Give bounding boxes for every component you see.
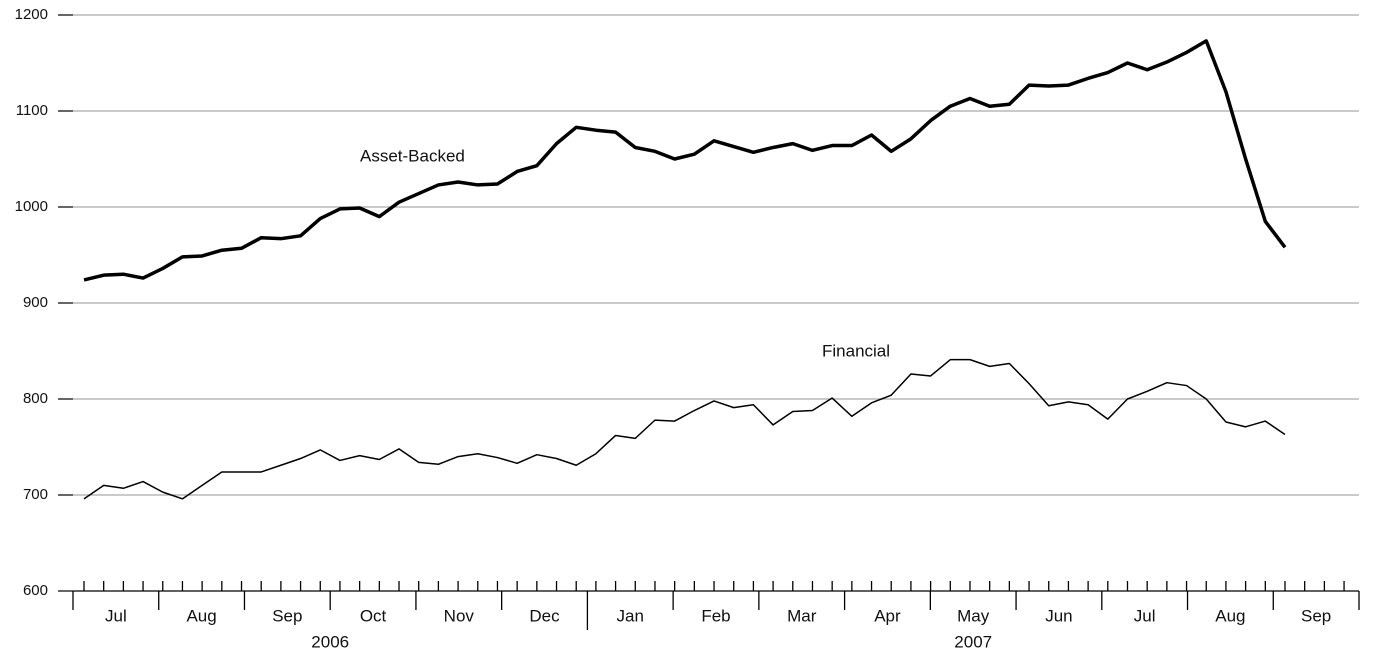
x-tick-label: Jul	[1134, 606, 1156, 625]
x-tick-label: Oct	[360, 606, 387, 625]
x-tick-label: Nov	[444, 606, 475, 625]
series-line	[83, 358, 1286, 500]
x-tick-label: Jun	[1045, 606, 1072, 625]
year-label: 2007	[954, 632, 992, 651]
x-tick-label: May	[957, 606, 990, 625]
y-tick-label: 1100	[16, 102, 48, 119]
x-tick-label: Apr	[874, 606, 901, 625]
y-tick-label: 1200	[15, 6, 48, 23]
x-tick-label: Mar	[787, 606, 817, 625]
x-tick-label: Dec	[529, 606, 560, 625]
series-label: Asset-Backed	[360, 146, 465, 165]
x-tick-label: Feb	[701, 606, 730, 625]
y-tick-label: 800	[23, 390, 48, 407]
x-tick-label: Sep	[1301, 606, 1331, 625]
year-label: 2006	[311, 632, 349, 651]
series-label: Financial	[822, 341, 890, 360]
y-tick-label: 700	[23, 486, 48, 503]
series-line	[83, 39, 1287, 282]
y-tick-label: 900	[23, 294, 48, 311]
x-tick-label: Sep	[272, 606, 302, 625]
x-tick-label: Aug	[186, 606, 216, 625]
y-tick-label: 1000	[15, 198, 48, 215]
y-tick-label: 600	[23, 582, 48, 599]
x-tick-label: Jul	[105, 606, 127, 625]
x-tick-label: Jan	[617, 606, 644, 625]
x-tick-label: Aug	[1215, 606, 1245, 625]
